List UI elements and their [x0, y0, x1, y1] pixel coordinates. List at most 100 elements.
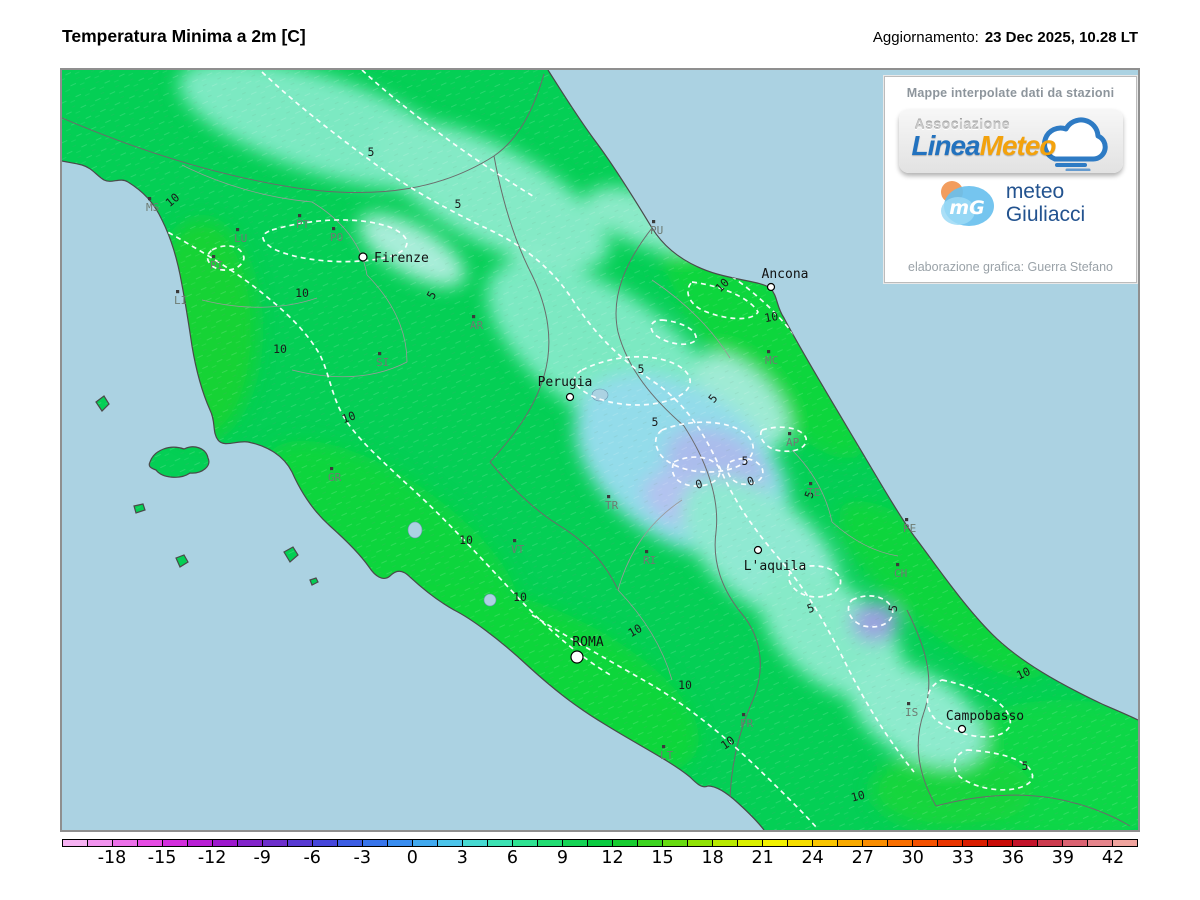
contour-value-label: 10 — [625, 621, 644, 640]
province-square-icon — [907, 702, 911, 706]
lakes — [407, 388, 609, 607]
colorbar-tick-label: 9 — [556, 848, 569, 868]
colorbar-tick-label: 18 — [701, 848, 724, 868]
city-name-label: Ancona — [762, 267, 809, 282]
province-code-label: TE — [807, 486, 820, 499]
temperature-colorbar — [62, 839, 1138, 847]
province-square-icon — [148, 197, 152, 201]
contour-value-label: 10 — [1014, 664, 1033, 683]
province-code-label: MC — [765, 354, 778, 367]
city-marker-firenze: Firenze — [358, 251, 429, 266]
colorbar-segment — [963, 840, 988, 846]
colorbar-segment — [663, 840, 688, 846]
meteogiuliacci-wordmark: meteo Giuliacci — [1006, 181, 1085, 226]
colorbar-segment — [563, 840, 588, 846]
colorbar-segment — [488, 840, 513, 846]
city-dot-icon — [570, 650, 584, 664]
colorbar-tick-label: 21 — [751, 848, 774, 868]
province-code-label: LT — [660, 749, 674, 762]
contour-value-label: 5 — [886, 604, 901, 613]
colorbar-segment — [713, 840, 738, 846]
colorbar-segment — [313, 840, 338, 846]
contour-value-label: 5 — [801, 489, 817, 500]
city-name-label: Firenze — [374, 251, 429, 266]
contour-value-label: 10 — [459, 533, 473, 547]
province-marker-gr: GR — [328, 467, 342, 484]
province-marker-fr: FR — [740, 713, 754, 730]
contour-value-label: 10 — [513, 590, 527, 604]
province-square-icon — [330, 467, 334, 471]
coastline — [62, 70, 1138, 830]
province-marker-tr: TR — [605, 495, 619, 512]
contour-value-label: 10 — [295, 286, 309, 300]
province-code-label: MS — [146, 201, 159, 214]
weather-map: 10 10 10 10 10 10 10 10 10 10 10 10 10 5 5 5 5 5 5 5 5 5 5 5 0 0 … — [60, 68, 1140, 832]
contour-value-label: 5 — [1022, 759, 1029, 773]
contour-value-label: 5 — [652, 415, 659, 429]
colorbar-tick-label: 39 — [1051, 848, 1075, 868]
colorbar-segment — [413, 840, 438, 846]
contour-value-label: 10 — [340, 408, 358, 426]
colorbar-tick-label: 0 — [406, 848, 418, 868]
contour-value-label: 5 — [455, 197, 462, 211]
province-marker-is: IS — [905, 702, 918, 719]
province-square-icon — [298, 214, 302, 218]
province-marker-li: LI — [174, 290, 187, 307]
province-square-icon — [896, 563, 900, 567]
province-square-icon — [212, 255, 216, 259]
province-square-icon — [788, 432, 792, 436]
province-code-label: FR — [740, 717, 754, 730]
province-code-label: LI — [174, 294, 187, 307]
colorbar-tick-label: -3 — [353, 848, 371, 868]
colorbar-segment — [513, 840, 538, 846]
contour-value-label: 0 — [694, 476, 704, 491]
province-square-icon — [236, 228, 240, 232]
province-marker-lt: LT — [660, 745, 674, 762]
colorbar-segment — [188, 840, 213, 846]
colorbar-tick-label: 24 — [801, 848, 824, 868]
colorbar-segment — [788, 840, 813, 846]
city-marker-ancona: Ancona — [762, 267, 809, 292]
region-borders — [62, 73, 1131, 827]
colorbar-segment — [88, 840, 113, 846]
province-marker-pi: PI — [210, 255, 223, 272]
province-marker-po: PO — [330, 227, 343, 244]
province-square-icon — [742, 713, 746, 717]
city-name-label: ROMA — [572, 635, 603, 650]
colorbar-tick-label: -12 — [197, 848, 227, 868]
province-code-label: CH — [894, 567, 907, 580]
credits-footer: elaborazione grafica: Guerra Stefano — [908, 260, 1113, 274]
credits-panel: Mappe interpolate dati da stazioni Assoc… — [884, 76, 1137, 283]
province-borders — [181, 164, 899, 681]
meteogiuliacci-logo: mG meteo Giuliacci — [885, 179, 1136, 229]
province-marker-ms: MS — [146, 197, 159, 214]
colorbar-tick-label: 42 — [1101, 848, 1125, 868]
province-code-label: TR — [605, 499, 619, 512]
colorbar-tick-label: 15 — [651, 848, 674, 868]
colorbar-segment — [1013, 840, 1038, 846]
province-marker-vt: VT — [511, 539, 525, 556]
colorbar-segment — [588, 840, 613, 846]
colorbar-segment — [213, 840, 238, 846]
contour-value-label: 0 — [745, 473, 756, 489]
colorbar-segment — [913, 840, 938, 846]
colorbar-segment — [63, 840, 88, 846]
province-marker-ri: RI — [643, 550, 656, 567]
province-marker-ap: AP — [786, 432, 800, 449]
update-label: Aggiornamento: — [872, 29, 979, 46]
city-dot-icon — [957, 724, 967, 734]
province-square-icon — [332, 227, 336, 231]
province-code-label: GR — [328, 471, 342, 484]
colorbar-tick-label: -18 — [97, 848, 127, 868]
colorbar-segment — [1113, 840, 1137, 846]
lineameteo-logo: Associazione LineaMeteo — [898, 109, 1123, 173]
colorbar-tick-label: -9 — [253, 848, 271, 868]
province-code-label: IS — [905, 706, 918, 719]
province-code-label: LU — [234, 232, 247, 245]
contour-value-label: 5 — [805, 600, 816, 616]
province-marker-ch: CH — [894, 563, 907, 580]
credits-header: Mappe interpolate dati da stazioni — [906, 86, 1115, 100]
colorbar-segment — [238, 840, 263, 846]
province-code-label: VT — [511, 543, 525, 556]
city-name-label: Perugia — [538, 375, 593, 390]
